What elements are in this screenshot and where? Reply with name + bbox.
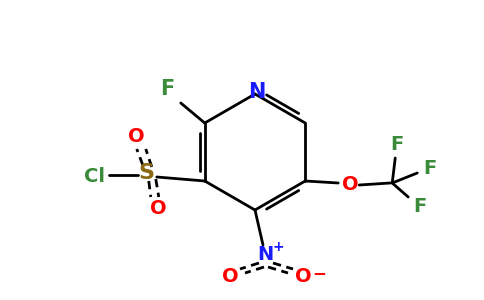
Text: O: O [128,127,145,146]
Text: +: + [272,240,284,254]
Text: O: O [295,268,311,286]
Text: O: O [342,176,359,194]
Text: O: O [222,268,238,286]
Text: F: F [160,79,174,99]
Text: −: − [312,264,326,282]
Text: N: N [257,245,273,265]
Text: N: N [248,82,266,102]
Text: F: F [414,197,427,217]
Text: S: S [139,163,155,183]
Text: F: F [424,160,437,178]
Text: O: O [151,199,167,218]
Text: F: F [391,136,404,154]
Text: Cl: Cl [84,167,106,187]
